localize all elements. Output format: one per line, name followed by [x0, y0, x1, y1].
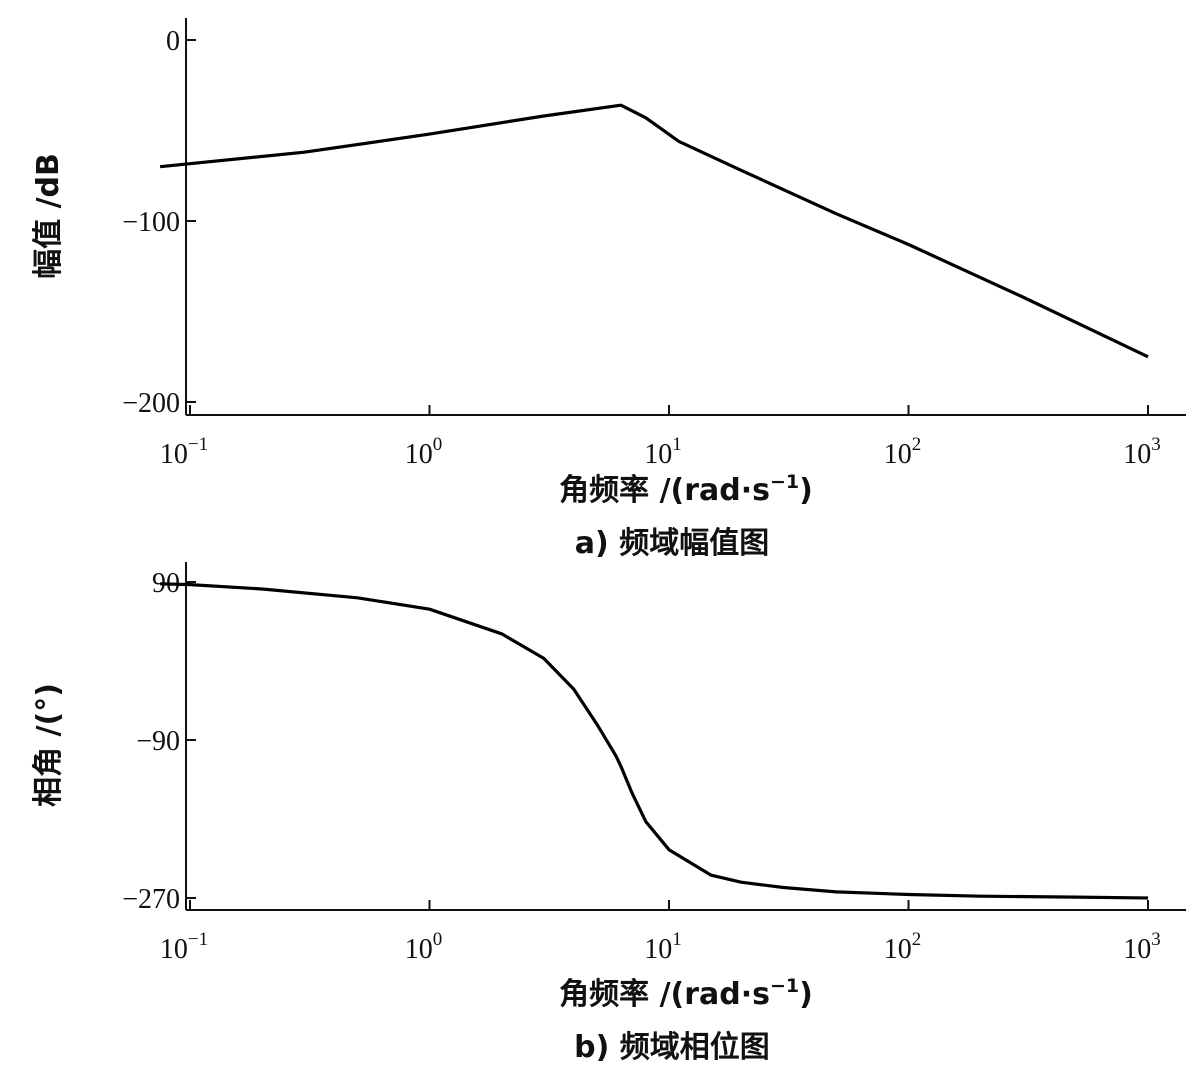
x-tick-label: 103	[1123, 434, 1161, 470]
x-tick-label: 100	[405, 929, 443, 965]
x-tick-label: 102	[884, 434, 922, 470]
panel-caption: a) 频域幅值图	[575, 526, 769, 561]
x-tick-label: 10−1	[160, 929, 208, 965]
panel-caption: b) 频域相位图	[574, 1030, 770, 1065]
panel-a: 10−1 100 101 102 103 0 −100 −200 幅值 /dB 角频率 /(rad…	[31, 18, 1186, 561]
y-axis-label: 幅值 /dB	[31, 153, 66, 279]
x-axis-label: 角频率 /(rad·s−1)	[559, 471, 813, 508]
x-tick-label: 102	[884, 929, 922, 965]
x-tick-label: 101	[644, 434, 682, 470]
x-axis-label: 角频率 /(rad·s−1)	[559, 975, 813, 1012]
x-tick-label: 10−1	[160, 434, 208, 470]
y-tick-label: 0	[166, 26, 180, 57]
series-line	[159, 103, 1149, 359]
y-axis-label: 相角 /(°)	[31, 683, 66, 807]
x-tick-label: 101	[644, 929, 682, 965]
y-tick-label: −100	[122, 207, 180, 238]
y-tick-label: −270	[122, 884, 180, 915]
series-line	[160, 582, 1149, 900]
x-tick-label: 100	[405, 434, 443, 470]
x-tick-label: 103	[1123, 929, 1161, 965]
y-tick-label: −200	[122, 388, 180, 419]
y-tick-label: −90	[136, 726, 180, 757]
